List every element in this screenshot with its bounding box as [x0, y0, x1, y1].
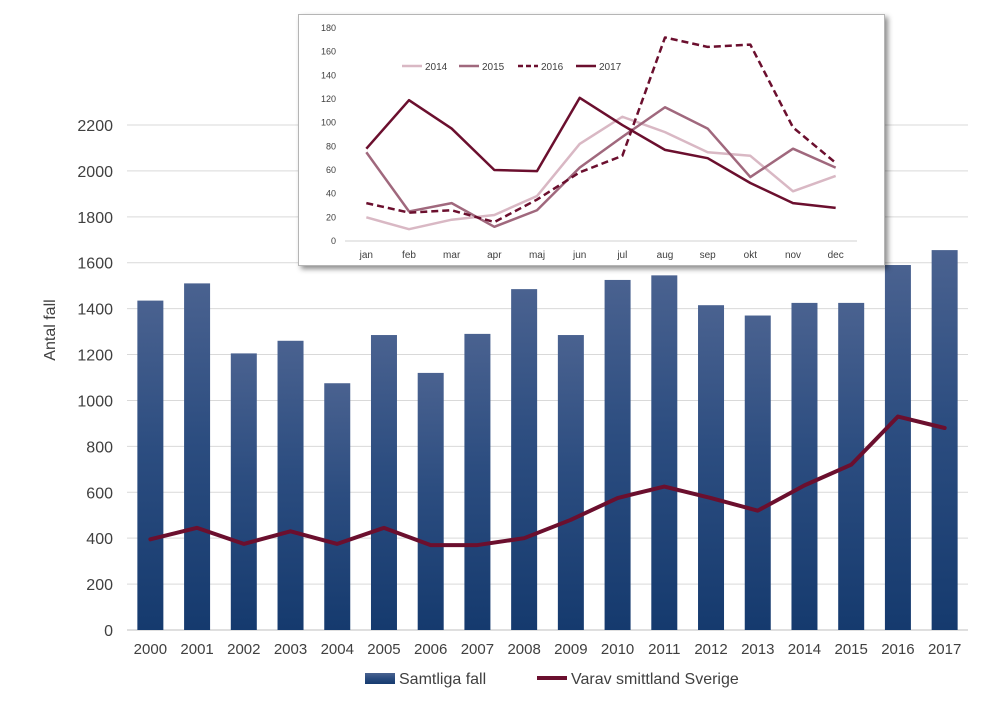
inset-x-tick-label: jan: [359, 250, 373, 261]
y-tick-label: 1600: [77, 256, 113, 273]
inset-x-tick-label: nov: [785, 250, 801, 261]
x-tick-label: 2015: [835, 641, 868, 658]
inset-y-tick-labels: 0 20 40 60 80 100 120 140 160 180: [321, 23, 336, 246]
x-tick-label: 2011: [648, 641, 680, 658]
inset-line-2014: [365, 115, 837, 231]
x-tick-label: 2006: [414, 641, 447, 658]
legend-swatch-bars: [365, 673, 395, 684]
y-tick-label: 2000: [77, 164, 113, 181]
inset-y-tick-label: 40: [326, 189, 336, 199]
main-x-tick-labels: 2000 2001 2002 2003 2004 2005 2006 2007 2008 2009…: [134, 641, 962, 658]
inset-y-tick-label: 180: [321, 23, 336, 33]
x-tick-label: 2010: [601, 641, 634, 658]
inset-x-tick-label: feb: [402, 250, 416, 261]
inset-legend-label-2016: 2016: [541, 62, 564, 73]
bar-2001: [184, 283, 211, 630]
bar-2006: [417, 372, 444, 630]
y-tick-label: 2200: [77, 118, 113, 135]
main-line: [148, 414, 947, 548]
inset-x-tick-label: apr: [487, 250, 502, 261]
inset-y-tick-label: 60: [326, 165, 336, 175]
inset-chart-panel: 0 20 40 60 80 100 120 140 160 180 jan feb mar apr maj…: [298, 14, 885, 266]
y-tick-label: 1400: [77, 302, 113, 319]
inset-legend: 2014 2015 2016 2017: [402, 62, 622, 73]
bar-2000: [137, 300, 164, 630]
inset-y-tick-label: 20: [326, 212, 336, 222]
x-tick-label: 2017: [928, 641, 961, 658]
inset-legend-label-2014: 2014: [425, 62, 448, 73]
bar-2012: [698, 305, 725, 630]
main-y-tick-labels: 0 200 400 600 800 1000 1200 1400 1600 1800 2000 220…: [77, 118, 113, 640]
x-tick-label: 2016: [881, 641, 914, 658]
bar-2017: [931, 250, 958, 630]
legend-label-line: Varav smittland Sverige: [571, 671, 739, 688]
y-tick-label: 0: [104, 623, 113, 640]
inset-x-tick-label: aug: [657, 250, 674, 261]
x-tick-label: 2003: [274, 641, 307, 658]
legend-label-bars: Samtliga fall: [399, 671, 486, 688]
y-tick-label: 1200: [77, 348, 113, 365]
bar-2010: [604, 279, 631, 630]
main-legend: Samtliga fall Varav smittland Sverige: [365, 671, 739, 688]
bar-2002: [230, 353, 257, 630]
inset-line-2016: [366, 36, 837, 224]
x-tick-label: 2004: [321, 641, 354, 658]
inset-lines: [365, 36, 837, 231]
inset-x-tick-label: mar: [443, 250, 461, 261]
x-tick-label: 2009: [554, 641, 587, 658]
line-varav-smittland-sverige: [148, 414, 947, 548]
bar-2009: [557, 335, 584, 630]
bar-2005: [370, 335, 397, 630]
inset-x-tick-label: okt: [744, 250, 758, 261]
bar-2013: [744, 315, 771, 630]
bar-2003: [277, 340, 304, 630]
y-axis-label: Antal fall: [42, 299, 59, 360]
inset-legend-label-2017: 2017: [599, 62, 622, 73]
y-tick-label: 400: [86, 531, 113, 548]
inset-y-tick-label: 80: [326, 141, 336, 151]
main-bars: [137, 250, 958, 630]
bar-2014: [791, 302, 818, 630]
inset-y-tick-label: 0: [331, 236, 336, 246]
bar-2007: [464, 333, 491, 630]
y-tick-label: 1800: [77, 210, 113, 227]
inset-y-tick-label: 160: [321, 47, 336, 57]
x-tick-label: 2001: [180, 641, 213, 658]
bar-2004: [324, 383, 351, 630]
bar-2011: [651, 275, 678, 630]
inset-chart: 0 20 40 60 80 100 120 140 160 180 jan feb mar apr maj…: [321, 23, 857, 261]
inset-x-tick-labels: jan feb mar apr maj jun jul aug sep okt nov dec: [345, 240, 857, 261]
inset-y-tick-label: 120: [321, 94, 336, 104]
inset-y-tick-label: 140: [321, 70, 336, 80]
inset-line-2015: [365, 106, 837, 229]
x-tick-label: 2012: [694, 641, 727, 658]
y-tick-label: 600: [86, 485, 113, 502]
y-tick-label: 1000: [77, 393, 113, 410]
x-tick-label: 2013: [741, 641, 774, 658]
inset-line-2017: [365, 96, 836, 210]
x-tick-label: 2007: [461, 641, 494, 658]
y-tick-label: 800: [86, 439, 113, 456]
x-tick-label: 2008: [507, 641, 540, 658]
inset-x-tick-label: jun: [572, 250, 586, 261]
x-tick-label: 2002: [227, 641, 260, 658]
inset-y-tick-label: 100: [321, 118, 336, 128]
x-tick-label: 2014: [788, 641, 821, 658]
inset-x-tick-label: jul: [616, 250, 627, 261]
inset-x-tick-label: maj: [529, 250, 545, 261]
inset-x-tick-label: dec: [828, 250, 844, 261]
bar-2016: [884, 265, 911, 630]
bar-2008: [511, 289, 538, 630]
inset-x-tick-label: sep: [700, 250, 717, 261]
y-tick-label: 200: [86, 577, 113, 594]
inset-legend-label-2015: 2015: [482, 62, 505, 73]
x-tick-label: 2000: [134, 641, 167, 658]
x-tick-label: 2005: [367, 641, 400, 658]
